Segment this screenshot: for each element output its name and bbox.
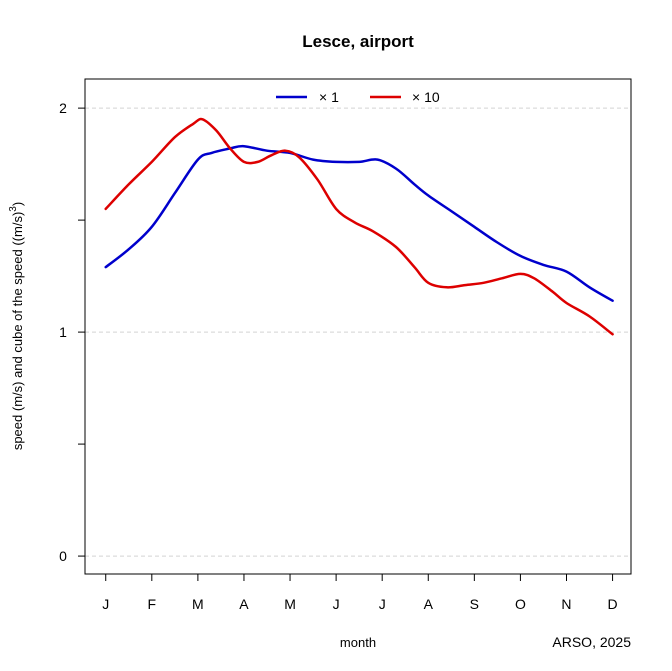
x-tick-label-10: N — [561, 596, 571, 612]
x-tick-label-9: O — [515, 596, 526, 612]
x-tick-label-8: S — [470, 596, 479, 612]
x-tick-label-3: A — [239, 596, 249, 612]
x-tick-label-11: D — [608, 596, 618, 612]
y-axis-label-close: ) — [10, 202, 25, 206]
x-tick-label-5: J — [333, 596, 340, 612]
x-tick-label-4: M — [284, 596, 296, 612]
x-tick-label-1: F — [148, 596, 157, 612]
series-line-0 — [104, 144, 614, 302]
y-axis-label: speed (m/s) and cube of the speed ((m/s)… — [8, 202, 25, 450]
x-tick-label-0: J — [102, 596, 109, 612]
legend-label-x10: × 10 — [412, 89, 440, 105]
chart-title: Lesce, airport — [302, 32, 414, 51]
source-credit: ARSO, 2025 — [552, 634, 631, 650]
x-axis-label: month — [340, 635, 376, 650]
series-line-1 — [104, 117, 614, 336]
y-tick-label-1: 1 — [59, 324, 67, 340]
y-tick-label-2: 2 — [59, 100, 67, 116]
gridlines — [85, 107, 631, 557]
x-tick-label-2: M — [192, 596, 204, 612]
x-tick-label-7: A — [424, 596, 434, 612]
y-axis-label-main: speed (m/s) and cube of the speed ((m/s) — [10, 212, 25, 450]
x-tick-label-6: J — [379, 596, 386, 612]
y-tick-label-0: 0 — [59, 548, 67, 564]
legend-label-x1: × 1 — [319, 89, 339, 105]
y-axis-label-sup: 3 — [8, 206, 19, 212]
plot-frame — [84, 78, 632, 575]
y-axis: 0 1 2 — [59, 100, 85, 564]
legend: × 1 × 10 — [276, 89, 440, 105]
series-lines — [104, 117, 614, 336]
